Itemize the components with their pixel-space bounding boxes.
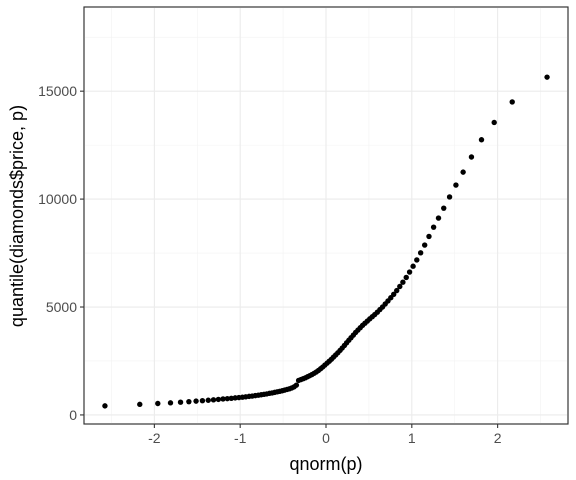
- data-point: [215, 396, 222, 403]
- data-point: [544, 74, 550, 80]
- y-axis-title: quantile(diamonds$price, p): [7, 105, 27, 327]
- data-point: [435, 215, 442, 221]
- data-point: [397, 283, 403, 290]
- data-point: [199, 397, 206, 404]
- y-tick-label: 15000: [38, 83, 77, 99]
- x-axis-title: qnorm(p): [289, 454, 362, 474]
- data-point: [421, 242, 428, 248]
- data-point: [478, 137, 485, 143]
- data-point: [137, 401, 143, 408]
- y-tick-label: 0: [69, 407, 77, 423]
- data-point: [406, 269, 413, 275]
- data-point: [177, 399, 184, 405]
- grid-lines: [84, 7, 568, 424]
- y-tick-label: 10000: [38, 191, 77, 207]
- data-point: [491, 119, 497, 126]
- data-point: [205, 397, 211, 403]
- data-point: [403, 274, 409, 281]
- x-tick-label: -2: [148, 430, 161, 446]
- data-points: [102, 74, 550, 409]
- data-point: [446, 194, 453, 200]
- data-point: [102, 403, 108, 409]
- data-point: [430, 224, 437, 230]
- data-point: [186, 398, 192, 405]
- data-point: [293, 382, 300, 388]
- data-point: [426, 233, 432, 240]
- data-point: [453, 182, 459, 188]
- x-axis-ticks: -2 -1 0 1 2: [148, 424, 502, 446]
- data-point: [391, 291, 397, 297]
- data-point: [441, 205, 447, 211]
- x-tick-label: 1: [408, 430, 416, 446]
- data-point: [468, 154, 475, 160]
- x-tick-label: 0: [322, 430, 330, 446]
- data-point: [193, 398, 199, 404]
- data-point: [167, 400, 174, 406]
- y-axis-ticks: 0 5000 10000 15000: [38, 83, 84, 423]
- data-point: [414, 257, 420, 263]
- data-point: [410, 263, 416, 269]
- x-tick-label: -1: [234, 430, 247, 446]
- data-point: [509, 99, 515, 105]
- data-point: [220, 396, 226, 402]
- y-tick-label: 5000: [46, 299, 77, 315]
- data-point: [210, 397, 217, 403]
- x-tick-label: 2: [494, 430, 502, 446]
- data-point: [394, 287, 400, 294]
- data-point: [155, 400, 161, 407]
- data-point: [460, 169, 466, 175]
- data-point: [224, 395, 231, 402]
- data-point: [400, 279, 406, 285]
- data-point: [417, 250, 424, 256]
